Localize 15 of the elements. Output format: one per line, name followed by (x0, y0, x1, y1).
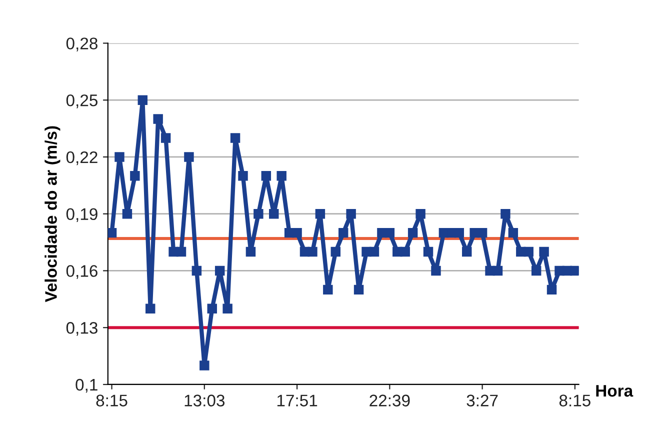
y-tick-label: 0,13 (66, 322, 98, 336)
x-tick-label: 3:27 (466, 394, 498, 406)
x-tick-label: 13:03 (184, 394, 225, 406)
y-tick-label: 0,28 (66, 38, 98, 52)
y-axis-title: Velocidade do ar (m/s) (44, 126, 60, 302)
x-tick-label: 8:15 (559, 394, 590, 406)
y-tick-label: 0,19 (66, 208, 98, 222)
x-tick-label: 22:39 (370, 394, 410, 406)
y-tick-label: 0,1 (76, 378, 98, 393)
x-axis-title: Hora (596, 385, 634, 397)
y-tick-label: 0,16 (66, 265, 98, 279)
x-tick-label: 17:51 (277, 394, 318, 406)
x-tick-label: 8:15 (96, 394, 128, 406)
y-tick-label: 0,25 (66, 94, 98, 108)
y-tick-label: 0,22 (66, 151, 98, 166)
